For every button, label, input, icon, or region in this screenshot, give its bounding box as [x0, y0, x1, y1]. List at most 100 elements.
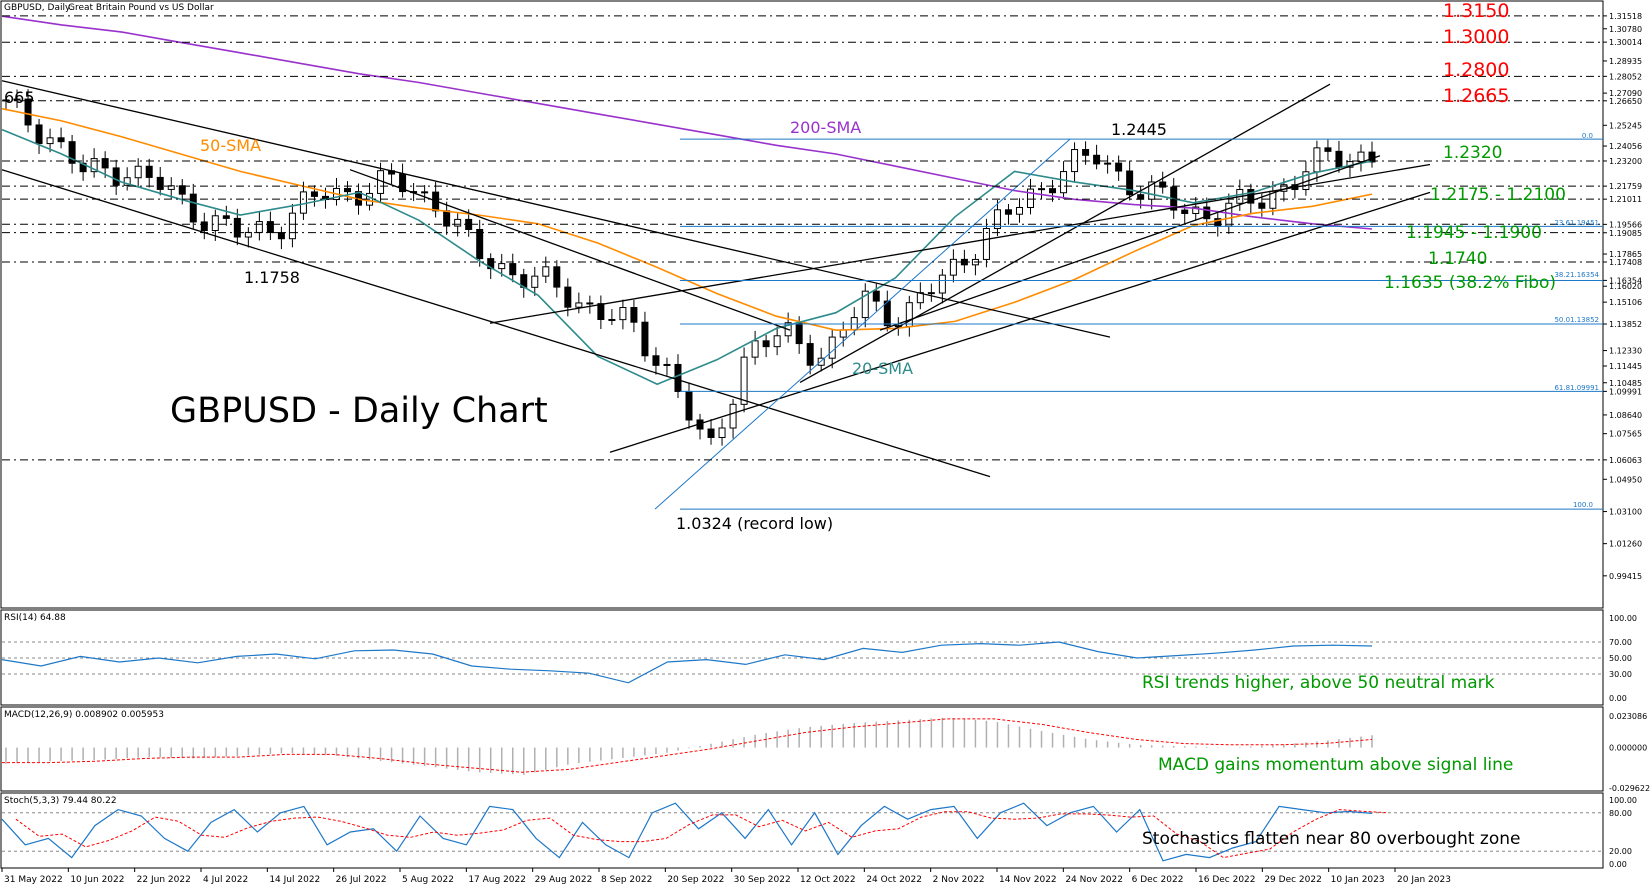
- rsi-line: [1, 641, 1373, 684]
- time-tick-label: 8 Sep 2022: [601, 875, 652, 885]
- candle-up: [773, 335, 781, 348]
- rsi-tick-label: 100.00: [1609, 614, 1637, 623]
- candle-down: [707, 428, 715, 438]
- candle-down: [266, 221, 274, 234]
- price-tick-label: 1.31518: [1609, 12, 1642, 21]
- candle-up: [663, 363, 671, 366]
- candle-down: [233, 217, 241, 238]
- price-panel-frame: [0, 0, 1604, 609]
- price-tick-label: 1.21759: [1609, 182, 1642, 191]
- candle-down: [641, 321, 649, 357]
- candle-up: [938, 274, 946, 294]
- price-tick-label: 1.28935: [1609, 57, 1642, 66]
- price-label-12445: 1.2445: [1111, 120, 1167, 139]
- macd-tick-label: 0.023086: [1609, 712, 1647, 721]
- price-tick-label: 1.11445: [1609, 362, 1642, 371]
- candle-up: [13, 98, 21, 101]
- sma200-label: 200-SMA: [790, 118, 861, 137]
- price-tick-label: 1.03100: [1609, 508, 1642, 517]
- candle-up: [575, 302, 583, 308]
- time-tick-label: 31 May 2022: [4, 875, 63, 885]
- macd-header: MACD(12,26,9) 0.008902 0.005953: [4, 710, 164, 720]
- axis-layer: 1.31518 1.30780 1.30014 1.28935 1.28052 1.270…: [1, 12, 1642, 885]
- stoch-tick-label: 0.00: [1609, 860, 1627, 869]
- time-tick-label: 14 Nov 2022: [999, 875, 1057, 885]
- candle-down: [608, 318, 616, 321]
- rsi-layer: 100.00 70.00 50.00 30.00 0.00: [1, 614, 1637, 703]
- time-tick-label: 14 Jul 2022: [269, 875, 320, 885]
- price-tick-label: 1.04950: [1609, 475, 1642, 484]
- time-tick-label: 2 Nov 2022: [933, 875, 985, 885]
- price-tick-label: 1.19566: [1609, 220, 1642, 229]
- rsi-tick-label: 30.00: [1609, 670, 1632, 679]
- time-tick-label: 6 Dec 2022: [1132, 875, 1184, 885]
- sma20-label: 20-SMA: [852, 359, 913, 378]
- price-tick-label: 1.01260: [1609, 540, 1642, 549]
- rsi-note: RSI trends higher, above 50 neutral mark: [1142, 673, 1495, 693]
- stoch-tick-label: 100.00: [1609, 796, 1637, 805]
- candle-down: [806, 343, 814, 366]
- candle-down: [1368, 151, 1376, 163]
- candle-down: [344, 187, 351, 193]
- fibo-label-100: 100.0: [1573, 501, 1593, 509]
- candle-up: [454, 218, 462, 227]
- level-label-12665: 1.2665: [1443, 85, 1509, 107]
- candle-down: [24, 98, 32, 126]
- time-tick-label: 10 Jun 2022: [70, 875, 124, 885]
- time-tick-label: 17 Aug 2022: [468, 875, 526, 885]
- candle-down: [421, 191, 429, 194]
- price-tick-label: 1.27090: [1609, 89, 1642, 98]
- candle-down: [872, 290, 880, 302]
- price-tick-label: 1.16020: [1609, 282, 1642, 291]
- stoch-tick-label: 20.00: [1609, 847, 1632, 856]
- candle-down: [1115, 162, 1123, 172]
- macd-tick-label: 0.000000: [1609, 744, 1647, 753]
- candle-up: [817, 357, 825, 366]
- time-tick-label: 4 Jul 2022: [203, 875, 248, 885]
- support-label-fibo: 1.1635 (38.2% Fibo): [1384, 273, 1556, 293]
- stoch-d-line: [15, 809, 1386, 859]
- time-tick-label: 22 Jun 2022: [137, 875, 191, 885]
- time-tick-label: 16 Dec 2022: [1198, 875, 1256, 885]
- candle-down: [178, 185, 186, 195]
- candle-up: [1148, 181, 1156, 200]
- time-tick-label: 24 Nov 2022: [1065, 875, 1123, 885]
- time-tick-label: 29 Aug 2022: [535, 875, 593, 885]
- price-tick-label: 1.12330: [1609, 347, 1642, 356]
- price-tick-label: 1.28052: [1609, 72, 1642, 81]
- candle-up: [46, 137, 54, 145]
- price-tick-label: 1.08640: [1609, 411, 1642, 420]
- candle-down: [200, 221, 208, 232]
- trend-line: [349, 169, 791, 331]
- candle-up: [740, 356, 748, 405]
- time-tick-label: 29 Dec 2022: [1264, 875, 1322, 885]
- candle-up: [861, 290, 869, 319]
- stoch-header: Stoch(5,3,3) 79.44 80.22: [4, 796, 117, 806]
- candle-down: [310, 191, 318, 197]
- candle-down: [564, 286, 572, 308]
- candle-up: [211, 215, 219, 232]
- macd-tick-label: -0.029622: [1609, 784, 1650, 793]
- chart-header-desc: Great Britain Pound vs US Dollar: [68, 3, 214, 13]
- candle-down: [883, 300, 891, 327]
- candle-up: [1313, 147, 1321, 173]
- candle-up: [949, 258, 957, 276]
- candle-down: [1247, 188, 1255, 204]
- candle-up: [90, 158, 98, 173]
- level-label-12800: 1.2800: [1443, 59, 1509, 81]
- candle-down: [762, 340, 770, 348]
- price-tick-label: 1.26650: [1609, 97, 1642, 106]
- candle-down: [1049, 188, 1057, 194]
- candle-up: [993, 209, 1001, 230]
- macd-signal-line: [2, 718, 1373, 773]
- trend-line: [879, 155, 1381, 331]
- candle-down: [927, 292, 935, 295]
- price-tick-label: 1.25245: [1609, 121, 1642, 130]
- candle-down: [68, 141, 76, 164]
- candle-down: [1181, 209, 1189, 214]
- candle-down: [674, 363, 682, 392]
- price-label-665: 665: [4, 88, 35, 107]
- price-tick-label: 1.15106: [1609, 298, 1642, 307]
- trend-line: [489, 163, 1431, 324]
- price-tick-label: 1.13852: [1609, 320, 1642, 329]
